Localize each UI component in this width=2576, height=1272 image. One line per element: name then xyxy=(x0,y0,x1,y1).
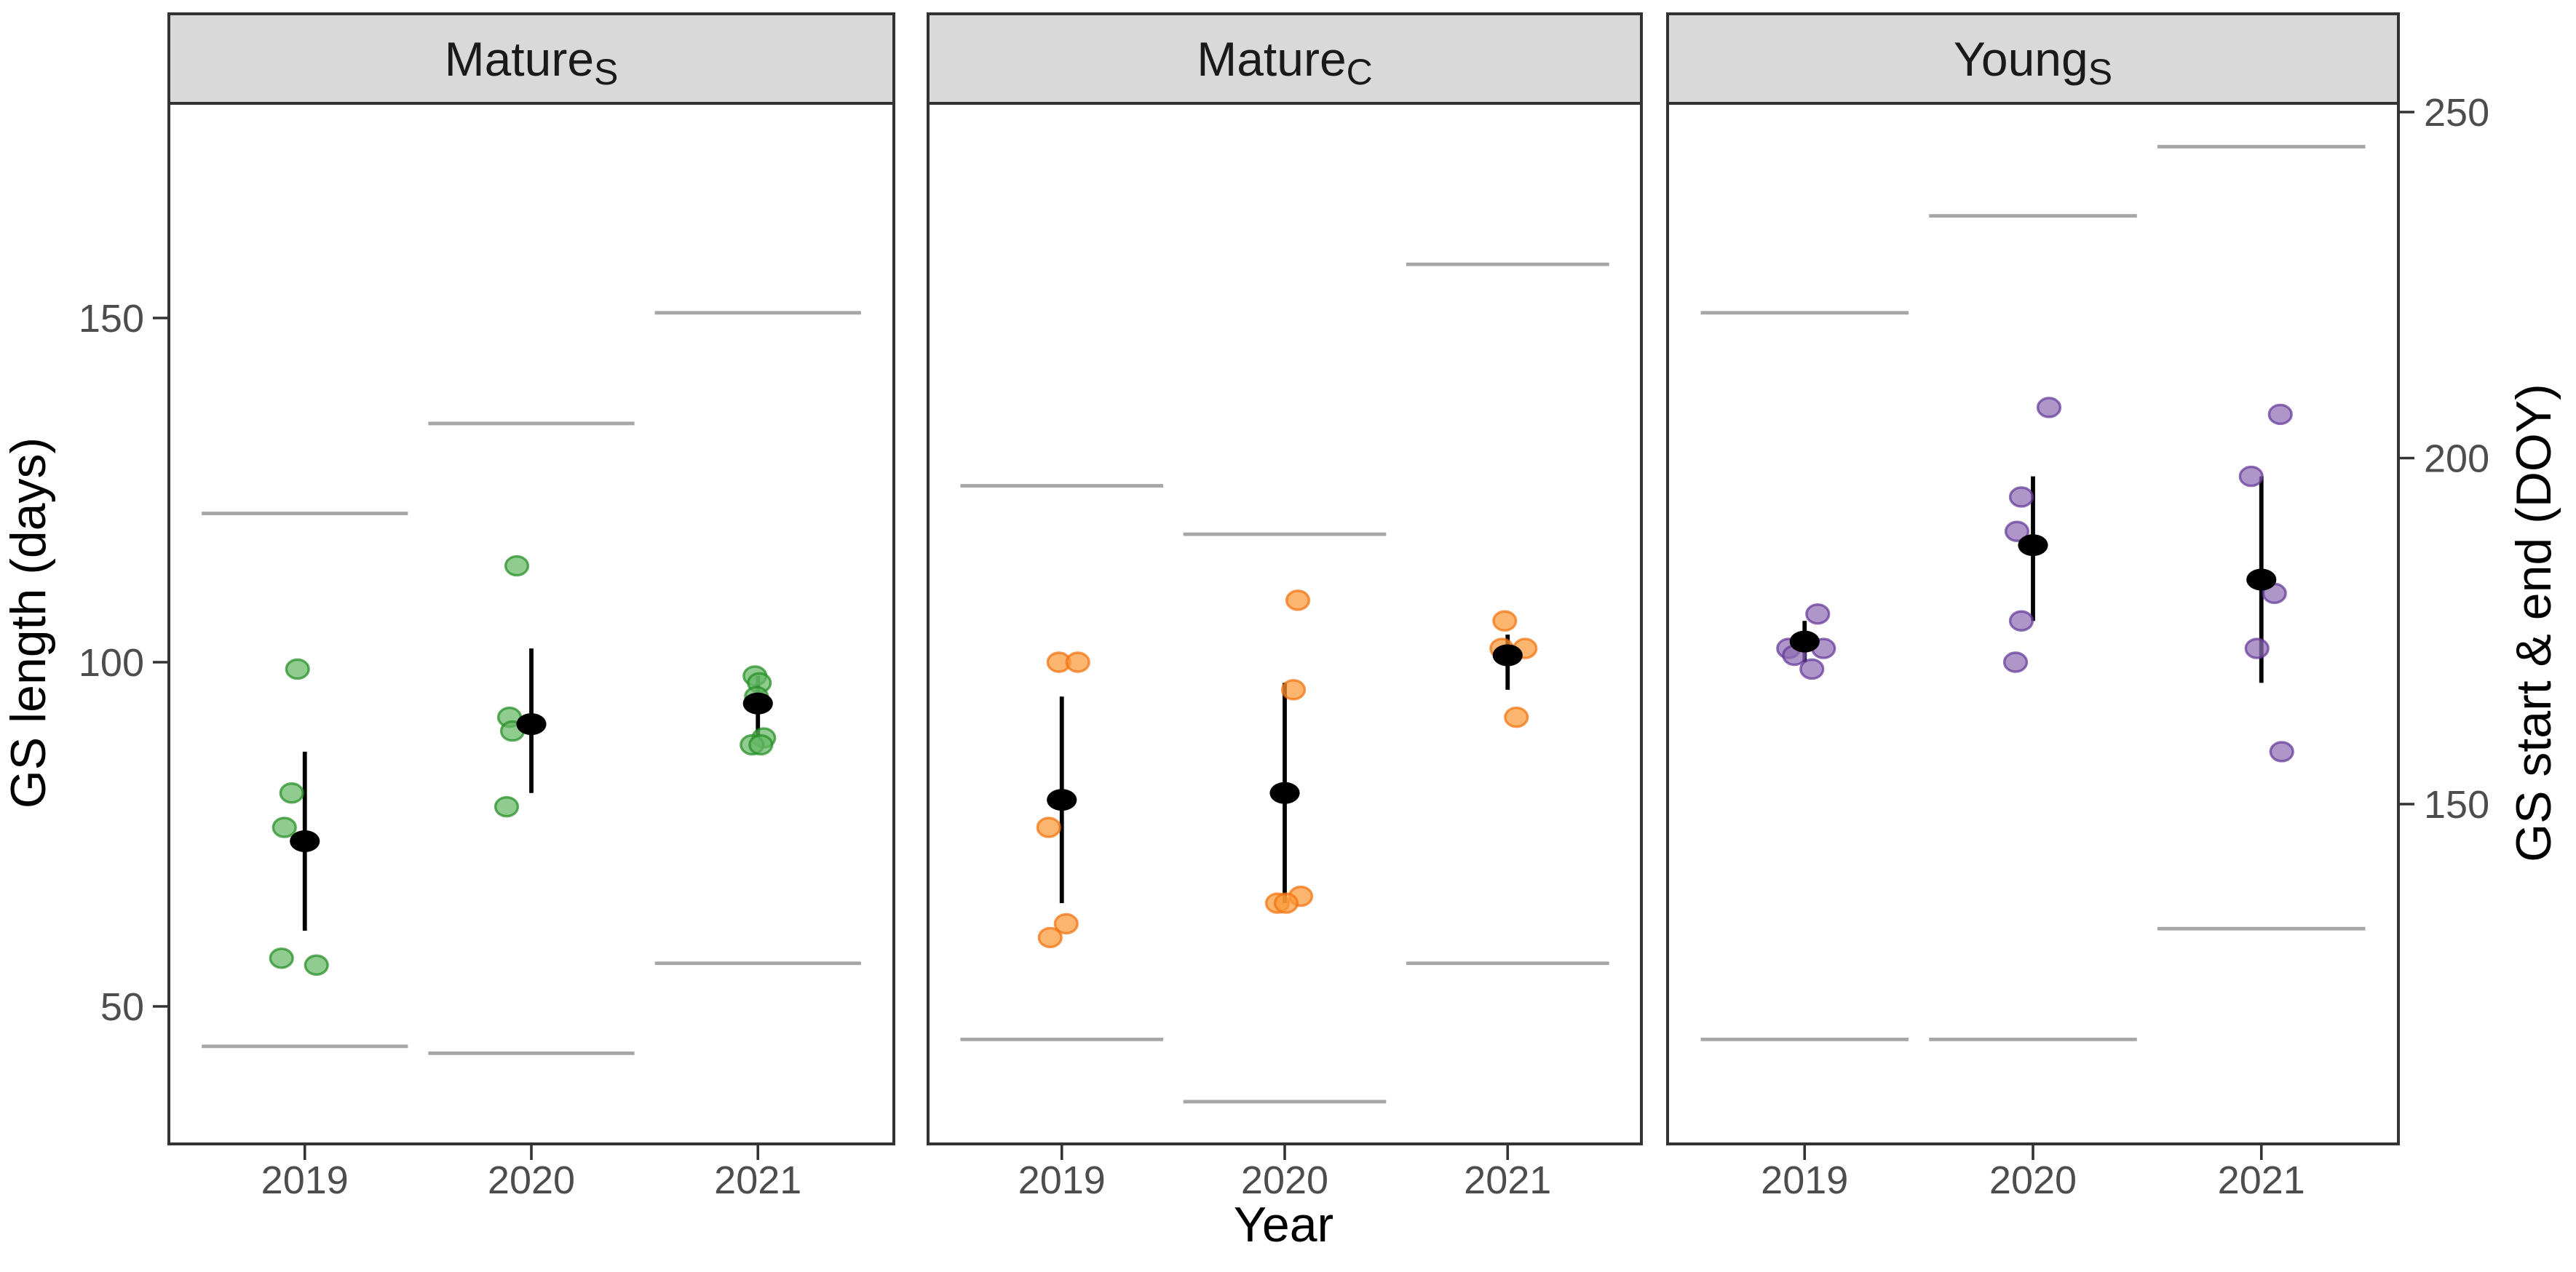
x-tick-label: 2020 xyxy=(488,1158,575,1202)
jitter-point xyxy=(2244,637,2270,659)
facet-header-Mature_C xyxy=(927,12,1643,105)
panel-Mature_C xyxy=(927,102,1643,1145)
jitter-point xyxy=(1280,679,1307,701)
jitter-point xyxy=(1273,892,1299,914)
x-tick-label: 2021 xyxy=(1464,1158,1551,1202)
mean-point xyxy=(290,830,320,852)
left-y-tick-label: 100 xyxy=(79,641,144,685)
right-y-tick-label: 200 xyxy=(2424,437,2489,481)
jitter-point xyxy=(304,954,329,976)
jitter-point xyxy=(269,947,294,969)
jitter-point xyxy=(748,734,774,756)
jitter-point xyxy=(2002,651,2029,673)
right-y-tick-label: 250 xyxy=(2424,91,2489,135)
jitter-point xyxy=(1805,603,1831,625)
facet-label-Young_S: YoungS xyxy=(1954,32,2112,92)
mean-point xyxy=(516,713,547,736)
jitter-point xyxy=(1285,589,1311,611)
jitter-point xyxy=(2238,465,2264,488)
jitter-point xyxy=(1799,658,1825,680)
mean-point xyxy=(1789,630,1820,653)
jitter-point xyxy=(279,782,304,804)
jitter-point xyxy=(272,816,297,838)
jitter-point xyxy=(2036,397,2062,418)
jitter-point xyxy=(1065,651,1090,673)
jitter-point xyxy=(2008,486,2034,508)
mean-point xyxy=(1492,644,1523,667)
jitter-point xyxy=(1492,610,1518,632)
jitter-point xyxy=(504,554,530,577)
x-tick-label: 2021 xyxy=(2218,1158,2305,1202)
jitter-point xyxy=(285,658,310,680)
x-tick-label: 2019 xyxy=(261,1158,349,1202)
facet-label-Mature_C: MatureC xyxy=(1197,32,1373,92)
jitter-point xyxy=(2004,520,2030,542)
facet-header-Young_S xyxy=(1666,12,2400,105)
jitter-point xyxy=(1037,926,1063,949)
left-y-tick-label: 150 xyxy=(79,297,144,341)
right-y-axis-title: GS start & end (DOY) xyxy=(2506,383,2561,862)
panel-Mature_S xyxy=(167,102,895,1145)
jitter-point xyxy=(494,795,520,818)
left-y-tick-label: 50 xyxy=(100,985,144,1029)
x-tick-label: 2020 xyxy=(1241,1158,1328,1202)
mean-point xyxy=(1269,782,1300,804)
jitter-point xyxy=(1036,816,1061,838)
jitter-point xyxy=(2008,610,2034,632)
mean-point xyxy=(1047,789,1077,811)
mean-point xyxy=(2018,534,2048,557)
jitter-point xyxy=(2267,403,2293,426)
x-tick-label: 2021 xyxy=(714,1158,801,1202)
jitter-point xyxy=(1504,706,1529,728)
x-tick-label: 2019 xyxy=(1018,1158,1106,1202)
left-y-axis-title: GS length (days) xyxy=(1,437,56,808)
mean-point xyxy=(742,692,773,715)
x-tick-label: 2019 xyxy=(1761,1158,1848,1202)
x-tick-label: 2020 xyxy=(1989,1158,2077,1202)
jitter-point xyxy=(1053,913,1079,935)
right-y-tick-label: 150 xyxy=(2424,783,2489,827)
mean-point xyxy=(2246,568,2277,591)
x-axis-title: Year xyxy=(1234,1197,1333,1252)
facet-label-Mature_S: MatureS xyxy=(445,32,619,92)
jitter-point xyxy=(2269,741,2294,763)
